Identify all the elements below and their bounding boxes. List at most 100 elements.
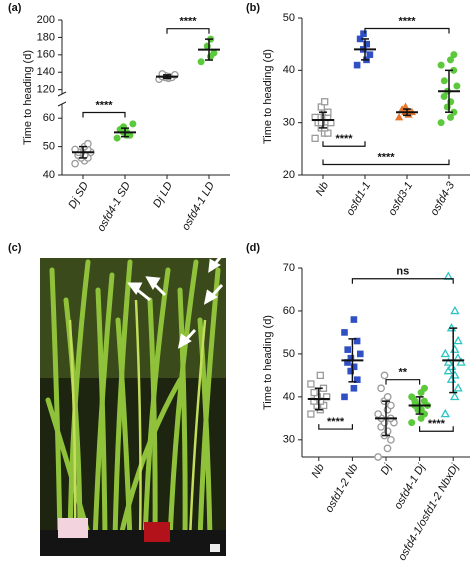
data-point [341,329,348,336]
significance-bracket [364,27,450,34]
data-point [353,337,361,345]
data-point [316,371,324,380]
data-point [310,388,318,397]
data-point [311,134,319,143]
data-point [420,397,428,405]
significance-label: **** [335,133,353,145]
x-tick-label: osfd4-1 LD [180,180,217,233]
data-point [453,82,461,90]
data-point [443,357,454,366]
data-point [307,380,315,388]
y-tick-label: 40 [43,169,55,181]
significance-bracket [322,159,450,166]
data-point [307,410,315,418]
data-point [363,40,371,48]
x-tick-label: osfd1-2 Nb [323,462,360,515]
data-point [440,77,448,85]
y-tick-label: 40 [283,64,295,76]
data-point [360,30,367,38]
data-point [394,113,404,121]
significance-label: **** [95,99,113,111]
leaves [45,259,221,543]
significance-bracket [419,426,454,432]
axis-break [57,91,67,97]
significance-label: **** [377,151,395,163]
data-point [440,93,448,101]
data-point [197,58,205,66]
x-tick-label: Nb [309,462,326,480]
data-point [350,363,358,371]
significance-label: ** [399,367,408,379]
data-point [440,348,451,358]
panel-label: (d) [246,242,260,254]
y-tick-label: 200 [37,14,55,26]
data-point [453,335,463,345]
y-tick-label: 60 [283,305,295,317]
data-point [366,51,374,58]
significance-bracket [351,278,454,284]
data-point [450,370,460,379]
data-point [446,113,454,121]
data-point [350,316,358,323]
data-point [374,453,382,461]
y-tick-label: 50 [43,141,55,153]
data-point [380,371,389,380]
x-tick-label: Nb [314,180,331,198]
data-point [374,410,382,418]
data-point [453,383,463,392]
data-point [420,384,428,392]
data-point [408,393,416,401]
x-tick-label: osfd3-1 [386,180,415,218]
data-point [383,444,392,453]
data-point [450,51,458,59]
data-point [377,384,385,393]
x-tick-label: osfd1-1 [344,180,373,218]
data-point [440,408,451,418]
data-point [446,56,454,64]
y-tick-label: 30 [283,434,295,446]
panel-label: (a) [8,2,22,14]
significance-label: ns [396,266,409,278]
data-point [353,61,361,69]
significance-bracket [82,111,126,118]
y-tick-label: 50 [283,12,295,24]
y-tick-label: 60 [43,112,55,124]
data-point [341,393,348,401]
data-point [437,61,445,69]
data-point [443,365,454,375]
y-axis-title: Time to heading (d) [262,49,274,144]
plant-tag [58,518,88,538]
panel-label: (b) [246,2,260,14]
data-point [113,134,121,142]
leaf-highlights [68,299,207,541]
data-point [84,139,92,148]
y-tick-label: 30 [283,117,295,129]
y-tick-label: 180 [37,31,55,43]
x-tick-label: osfd4-1 SD [95,180,133,234]
data-point [456,357,466,366]
x-tick-label: Dj LD [151,180,175,210]
plant-tag [144,522,170,542]
y-axis-title: Time to heading (d) [262,315,274,410]
data-point [356,350,364,358]
significance-label: **** [428,418,446,430]
panel-label: (c) [8,242,22,254]
x-tick-label: Dj [379,461,395,476]
data-point [383,393,392,401]
data-point [449,344,460,353]
data-point [321,98,329,106]
data-point [387,435,395,444]
x-tick-label: osfd4-3 [428,179,457,218]
significance-label: **** [327,416,345,428]
significance-bracket [318,424,353,430]
data-point [408,419,416,427]
data-point [210,49,218,57]
significance-bracket [322,141,366,147]
data-point [344,346,352,353]
significance-bracket [385,379,421,385]
photo: (c) [8,242,226,556]
data-point [71,159,79,168]
data-point [449,391,460,401]
x-tick-label: osfd4-1 Dj [392,461,428,511]
